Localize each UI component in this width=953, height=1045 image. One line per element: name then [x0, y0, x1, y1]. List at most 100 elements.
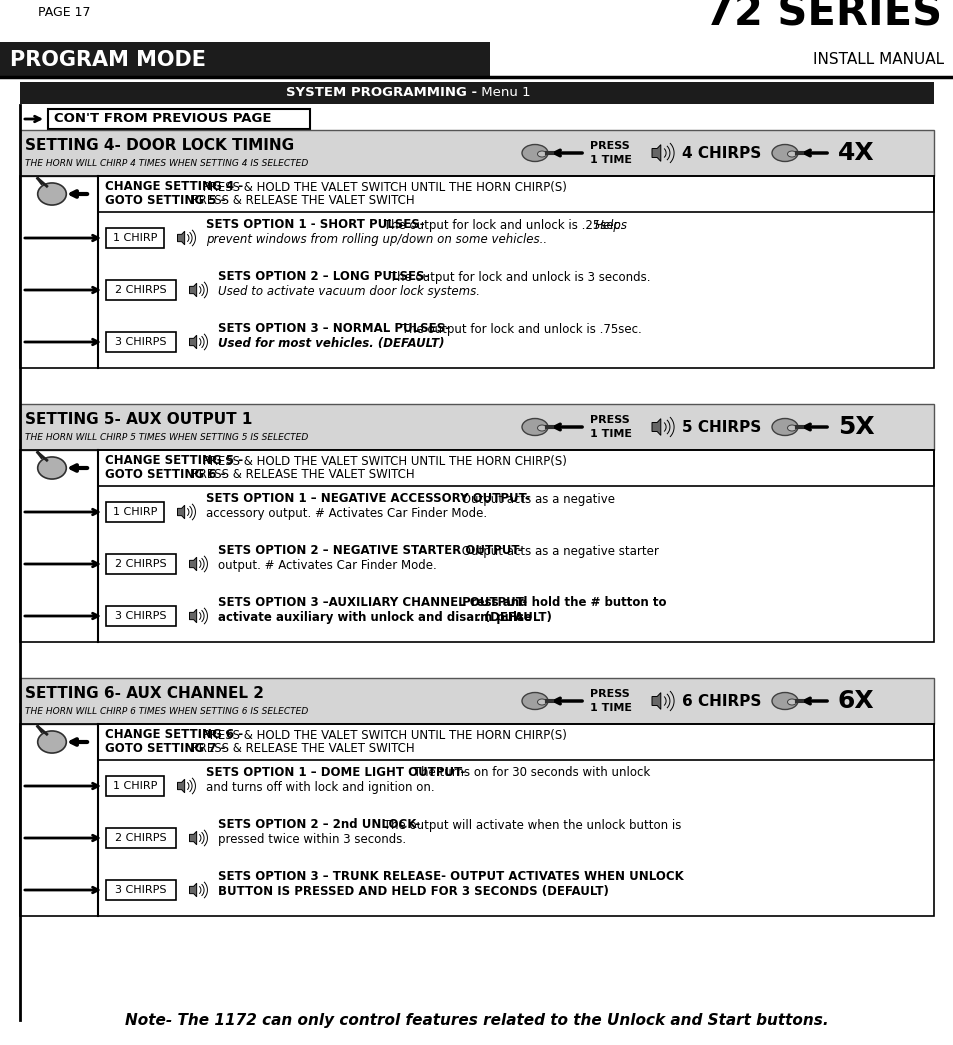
Bar — [490, 42, 953, 77]
Text: PRESS: PRESS — [589, 141, 629, 150]
Text: The output will activate when the unlock button is: The output will activate when the unlock… — [379, 818, 680, 832]
Text: Note- The 1172 can only control features related to the Unlock and Start buttons: Note- The 1172 can only control features… — [125, 1013, 828, 1027]
Text: Used to activate vacuum door lock systems.: Used to activate vacuum door lock system… — [218, 285, 479, 299]
Text: PRESS: PRESS — [589, 415, 629, 425]
Text: SETTING 5- AUX OUTPUT 1: SETTING 5- AUX OUTPUT 1 — [25, 412, 253, 426]
Bar — [98, 450, 933, 486]
Text: SETTING 4- DOOR LOCK TIMING: SETTING 4- DOOR LOCK TIMING — [25, 138, 294, 153]
Bar — [48, 109, 310, 129]
Bar — [0, 42, 490, 77]
Text: 1 TIME: 1 TIME — [589, 703, 631, 713]
Ellipse shape — [38, 730, 66, 753]
Text: GOTO SETTING 5 -: GOTO SETTING 5 - — [105, 194, 225, 208]
Text: SYSTEM PROGRAMMING -: SYSTEM PROGRAMMING - — [286, 87, 476, 99]
Ellipse shape — [771, 418, 797, 436]
Text: GOTO SETTING 7 -: GOTO SETTING 7 - — [105, 743, 225, 756]
Text: 6 CHIRPS: 6 CHIRPS — [681, 694, 760, 709]
Text: PAGE 17: PAGE 17 — [38, 6, 91, 20]
Text: accessory output. # Activates Car Finder Mode.: accessory output. # Activates Car Finder… — [206, 508, 487, 520]
Ellipse shape — [537, 150, 546, 157]
Bar — [106, 228, 164, 248]
Polygon shape — [190, 557, 196, 571]
Bar — [98, 724, 933, 760]
Ellipse shape — [521, 144, 547, 162]
Text: SETS OPTION 3 – TRUNK RELEASE- OUTPUT ACTIVATES WHEN UNLOCK: SETS OPTION 3 – TRUNK RELEASE- OUTPUT AC… — [218, 870, 683, 883]
Bar — [0, 42, 490, 77]
Bar — [106, 776, 164, 796]
Text: SETS OPTION 3 –AUXILIARY CHANNEL OUTPUT-: SETS OPTION 3 –AUXILIARY CHANNEL OUTPUT- — [218, 597, 526, 609]
Text: 5 CHIRPS: 5 CHIRPS — [681, 419, 760, 435]
Bar — [106, 880, 175, 900]
Text: 1 TIME: 1 TIME — [589, 155, 631, 165]
Text: prevent windows from rolling up/down on some vehicles..: prevent windows from rolling up/down on … — [206, 233, 547, 247]
Text: The output for lock and unlock is .25sec.: The output for lock and unlock is .25sec… — [379, 218, 627, 232]
Text: SETS OPTION 2 – 2nd UNLOCK-: SETS OPTION 2 – 2nd UNLOCK- — [218, 818, 420, 832]
Polygon shape — [651, 693, 660, 710]
Text: CHANGE SETTING 4 -: CHANGE SETTING 4 - — [105, 181, 243, 193]
Text: The output for lock and unlock is .75sec.: The output for lock and unlock is .75sec… — [397, 323, 641, 335]
Text: Press and hold the # button to: Press and hold the # button to — [457, 597, 666, 609]
Bar — [20, 404, 933, 450]
Bar — [20, 678, 933, 724]
Ellipse shape — [786, 150, 796, 157]
Text: PROGRAM MODE: PROGRAM MODE — [10, 50, 206, 70]
Bar — [98, 176, 933, 212]
Polygon shape — [190, 335, 196, 349]
Polygon shape — [651, 144, 660, 161]
Bar — [20, 176, 933, 368]
Text: Used for most vehicles. (DEFAULT): Used for most vehicles. (DEFAULT) — [218, 338, 444, 350]
Text: 2 CHIRPS: 2 CHIRPS — [115, 559, 167, 568]
Text: PRESS & RELEASE THE VALET SWITCH: PRESS & RELEASE THE VALET SWITCH — [188, 194, 415, 208]
Text: SETS OPTION 2 – NEGATIVE STARTER OUTPUT-: SETS OPTION 2 – NEGATIVE STARTER OUTPUT- — [218, 544, 522, 557]
Bar — [20, 450, 933, 642]
Text: THE HORN WILL CHIRP 5 TIMES WHEN SETTING 5 IS SELECTED: THE HORN WILL CHIRP 5 TIMES WHEN SETTING… — [25, 433, 308, 441]
Text: SETS OPTION 3 – NORMAL PULSES-: SETS OPTION 3 – NORMAL PULSES- — [218, 323, 450, 335]
Ellipse shape — [786, 425, 796, 431]
Text: 4 CHIRPS: 4 CHIRPS — [681, 145, 760, 161]
Bar — [106, 828, 175, 847]
Polygon shape — [651, 419, 660, 436]
Text: BUTTON IS PRESSED AND HELD FOR 3 SECONDS (DEFAULT): BUTTON IS PRESSED AND HELD FOR 3 SECONDS… — [218, 885, 608, 899]
Text: pressed twice within 3 seconds.: pressed twice within 3 seconds. — [218, 834, 406, 846]
Text: 5X: 5X — [837, 415, 874, 439]
Polygon shape — [177, 780, 185, 793]
Text: SETS OPTION 1 – NEGATIVE ACCESSORY OUTPUT-: SETS OPTION 1 – NEGATIVE ACCESSORY OUTPU… — [206, 492, 529, 506]
Text: 3 CHIRPS: 3 CHIRPS — [115, 611, 167, 621]
Text: 1 CHIRP: 1 CHIRP — [112, 781, 157, 791]
Text: CHANGE SETTING 6 -: CHANGE SETTING 6 - — [105, 728, 243, 742]
Text: Output acts as a negative starter: Output acts as a negative starter — [457, 544, 659, 557]
Ellipse shape — [521, 418, 547, 436]
Bar — [20, 724, 933, 916]
Text: . (DEFAULT): . (DEFAULT) — [476, 611, 552, 625]
Polygon shape — [190, 883, 196, 897]
Text: 3 CHIRPS: 3 CHIRPS — [115, 885, 167, 895]
Bar — [106, 554, 175, 574]
Text: The output for lock and unlock is 3 seconds.: The output for lock and unlock is 3 seco… — [386, 271, 650, 283]
Bar — [106, 332, 175, 352]
Ellipse shape — [521, 693, 547, 710]
Polygon shape — [177, 505, 185, 518]
Ellipse shape — [38, 457, 66, 479]
Text: PRESS & RELEASE THE VALET SWITCH: PRESS & RELEASE THE VALET SWITCH — [188, 743, 415, 756]
Ellipse shape — [786, 699, 796, 705]
Text: output. # Activates Car Finder Mode.: output. # Activates Car Finder Mode. — [218, 559, 436, 573]
Text: SETS OPTION 2 – LONG PULSES-: SETS OPTION 2 – LONG PULSES- — [218, 271, 429, 283]
Text: PRESS & HOLD THE VALET SWITCH UNTIL THE HORN CHIRP(S): PRESS & HOLD THE VALET SWITCH UNTIL THE … — [198, 728, 566, 742]
Bar — [106, 502, 164, 522]
Ellipse shape — [38, 183, 66, 205]
Text: 2 CHIRPS: 2 CHIRPS — [115, 833, 167, 843]
Bar — [0, 42, 953, 77]
Text: 4X: 4X — [837, 141, 874, 165]
Text: 1 TIME: 1 TIME — [589, 429, 631, 439]
Text: 6X: 6X — [837, 689, 874, 713]
Bar — [20, 82, 933, 105]
Text: CHANGE SETTING 5 -: CHANGE SETTING 5 - — [105, 455, 243, 467]
Text: 72 SERIES: 72 SERIES — [704, 0, 941, 34]
Ellipse shape — [537, 425, 546, 431]
Text: The turns on for 30 seconds with unlock: The turns on for 30 seconds with unlock — [410, 766, 650, 780]
Bar — [106, 280, 175, 300]
Text: Menu 1: Menu 1 — [476, 87, 530, 99]
Text: activate auxiliary with unlock and disarm pulse: activate auxiliary with unlock and disar… — [218, 611, 532, 625]
Text: 1 CHIRP: 1 CHIRP — [112, 507, 157, 517]
Text: SETTING 6- AUX CHANNEL 2: SETTING 6- AUX CHANNEL 2 — [25, 686, 264, 700]
